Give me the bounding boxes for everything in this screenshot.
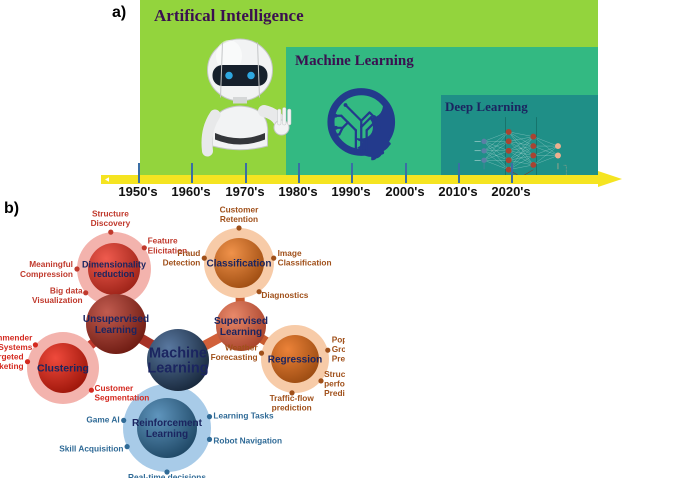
svg-text:Fraud: Fraud — [177, 248, 200, 258]
svg-text:Growth: Growth — [332, 344, 345, 354]
svg-text:Supervised: Supervised — [214, 316, 268, 327]
svg-text:Feature: Feature — [148, 236, 178, 246]
svg-text:Recommender: Recommender — [0, 333, 33, 343]
svg-text:Machine: Machine — [149, 346, 207, 362]
svg-text:Structure: Structure — [92, 209, 129, 219]
svg-text:Clustering: Clustering — [37, 363, 89, 375]
svg-text:Game AI: Game AI — [86, 415, 119, 425]
svg-text:Robot Navigation: Robot Navigation — [213, 435, 282, 445]
svg-text:Visualization: Visualization — [32, 295, 83, 305]
svg-text:performance: performance — [324, 378, 345, 388]
svg-text:Structural: Structural — [324, 369, 345, 379]
svg-text:Dimensionality: Dimensionality — [82, 259, 146, 269]
svg-text:Customer: Customer — [220, 205, 259, 215]
svg-text:Customer: Customer — [95, 383, 134, 393]
svg-text:Marketing: Marketing — [0, 361, 24, 371]
svg-text:Learning: Learning — [146, 429, 188, 440]
svg-text:Diagnostics: Diagnostics — [261, 290, 308, 300]
svg-text:Prediction: Prediction — [332, 354, 345, 364]
svg-text:Classification: Classification — [206, 259, 271, 270]
svg-text:Meaningful: Meaningful — [29, 259, 73, 269]
svg-text:Unsupervised: Unsupervised — [83, 314, 149, 325]
svg-text:Compression: Compression — [20, 269, 73, 279]
svg-text:Image: Image — [278, 248, 302, 258]
svg-text:Detection: Detection — [163, 257, 201, 267]
svg-text:Big data: Big data — [50, 286, 83, 296]
svg-text:Weather: Weather — [225, 343, 258, 353]
svg-text:Classification: Classification — [278, 257, 332, 267]
svg-text:Learning: Learning — [147, 361, 208, 377]
svg-text:Reinforcement: Reinforcement — [132, 418, 203, 429]
svg-text:Prediction: Prediction — [324, 388, 345, 398]
svg-text:Targeted: Targeted — [0, 351, 24, 361]
svg-text:Learning: Learning — [220, 327, 262, 338]
svg-text:Retention: Retention — [220, 214, 258, 224]
svg-text:Learning: Learning — [95, 325, 137, 336]
svg-text:Forecasting: Forecasting — [211, 352, 258, 362]
svg-text:Skill Acquisition: Skill Acquisition — [59, 443, 123, 453]
svg-text:Discovery: Discovery — [91, 218, 131, 228]
svg-text:prediction: prediction — [272, 402, 312, 412]
svg-text:Learning Tasks: Learning Tasks — [213, 411, 274, 421]
svg-text:reduction: reduction — [93, 269, 134, 279]
svg-text:Traffic-flow: Traffic-flow — [270, 393, 315, 403]
svg-text:Segmentation: Segmentation — [95, 392, 150, 402]
svg-text:Regression: Regression — [268, 355, 322, 366]
svg-text:Population: Population — [332, 335, 345, 345]
svg-text:Real-time decisions: Real-time decisions — [128, 472, 206, 478]
